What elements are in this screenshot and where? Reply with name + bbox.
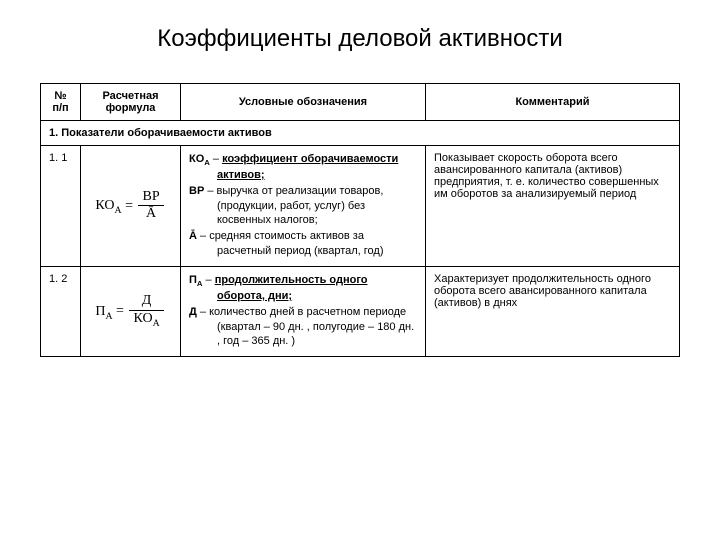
notation-item: ПА – продолжительность одного оборота, д… [189,273,417,303]
header-row: № п/п Расчетная формула Условные обознач… [41,84,680,121]
notation-item: КОА – коэффициент оборачиваемости активо… [189,152,417,182]
formula: КОА = ВР Ā [95,189,165,224]
notation-item: Ā – средняя стоимость активов за расчетн… [189,229,417,258]
header-formula: Расчетная формула [81,84,181,121]
fraction: ВР Ā [138,189,163,224]
row-num: 1. 2 [41,266,81,356]
table-row: 1. 1 КОА = ВР Ā КОА – коэффициент оборач… [41,146,680,267]
denominator: КОА [129,311,163,330]
fraction: Д КОА [129,293,163,329]
header-notation: Условные обозначения [181,84,426,121]
formula-cell: ПА = Д КОА [81,266,181,356]
notation-item: Д – количество дней в расчетном периоде … [189,305,417,348]
header-num: № п/п [41,84,81,121]
comment-cell: Характеризует продолжительность одного о… [426,266,680,356]
formula: ПА = Д КОА [95,293,165,329]
numerator: Д [129,293,163,311]
header-comment: Комментарий [426,84,680,121]
section-title: 1. Показатели оборачиваемости активов [41,121,680,146]
notation-cell: ПА – продолжительность одного оборота, д… [181,266,426,356]
section-row: 1. Показатели оборачиваемости активов [41,121,680,146]
row-num: 1. 1 [41,146,81,267]
numerator: ВР [138,189,163,207]
notation-item: ВР – выручка от реализации товаров, (про… [189,184,417,227]
page-title: Коэффициенты деловой активности [40,25,680,53]
table-row: 1. 2 ПА = Д КОА ПА – продолжительность о… [41,266,680,356]
formula-lhs: ПА [95,304,112,319]
formula-lhs: КОА [95,198,121,213]
comment-cell: Показывает скорость оборота всего аванси… [426,146,680,267]
coefficients-table: № п/п Расчетная формула Условные обознач… [40,83,680,357]
denominator: Ā [138,206,163,223]
formula-cell: КОА = ВР Ā [81,146,181,267]
notation-cell: КОА – коэффициент оборачиваемости активо… [181,146,426,267]
